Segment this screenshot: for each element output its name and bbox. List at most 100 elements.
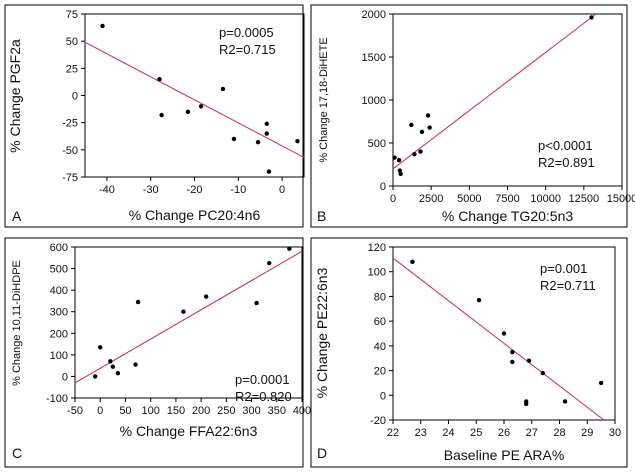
y-tick-label: 0 bbox=[380, 181, 386, 193]
x-axis-label: % Change PC20:4n6 bbox=[129, 207, 261, 223]
y-tick-label: 80 bbox=[374, 291, 386, 303]
y-axis-label: % Change PE22:6n3 bbox=[314, 267, 330, 398]
data-point bbox=[159, 112, 164, 118]
data-point bbox=[589, 15, 594, 20]
y-axis-label: % Change 10,11-DiHDPE bbox=[11, 260, 23, 386]
y-tick-label: 20 bbox=[374, 366, 386, 378]
x-tick-label: 24 bbox=[442, 427, 454, 439]
y-axis-label: % Change 17,18-DiHETE bbox=[318, 37, 330, 162]
x-tick-label: 29 bbox=[581, 427, 593, 439]
data-point bbox=[108, 359, 113, 364]
x-tick-label: 25 bbox=[470, 427, 482, 439]
panel-frame bbox=[4, 237, 304, 468]
x-tick-label: 0 bbox=[279, 184, 285, 196]
data-point bbox=[425, 113, 431, 118]
x-axis-label: % Change TG20:5n3 bbox=[442, 208, 573, 224]
x-tick-label: -30 bbox=[143, 184, 159, 196]
data-point bbox=[100, 23, 105, 29]
data-point bbox=[427, 125, 432, 130]
data-point bbox=[185, 109, 191, 115]
regression-line bbox=[74, 250, 303, 384]
y-tick-label: 0 bbox=[380, 390, 386, 402]
data-point bbox=[524, 401, 529, 407]
y-tick-label: 500 bbox=[368, 138, 386, 150]
data-point bbox=[510, 359, 515, 365]
data-point bbox=[133, 362, 138, 367]
x-axis-label: % Change FFA22:6n3 bbox=[120, 423, 258, 439]
y-tick-label: 1500 bbox=[362, 52, 386, 64]
x-axis-label: Baseline PE ARA% bbox=[444, 447, 565, 463]
data-point bbox=[598, 380, 604, 386]
x-tick-label: 27 bbox=[526, 427, 538, 439]
data-point bbox=[412, 151, 417, 157]
y-tick-label: -50 bbox=[62, 145, 78, 157]
y-tick-label: 0 bbox=[62, 371, 68, 383]
x-tick-label: 30 bbox=[609, 427, 621, 439]
data-point bbox=[264, 121, 269, 126]
x-tick-label: 12500 bbox=[569, 193, 600, 205]
x-tick-label: 0 bbox=[97, 405, 103, 417]
data-point bbox=[419, 129, 425, 135]
y-tick-label: -75 bbox=[62, 172, 78, 184]
stat-annotation: p=0.0001 bbox=[235, 372, 290, 387]
data-point bbox=[418, 149, 423, 154]
panel-frame bbox=[310, 4, 628, 228]
x-tick-label: 400 bbox=[293, 405, 311, 417]
data-point bbox=[287, 246, 292, 251]
x-tick-label: 15000 bbox=[607, 193, 635, 205]
y-tick-label: 100 bbox=[50, 350, 68, 362]
x-tick-label: 0 bbox=[390, 193, 396, 205]
data-point bbox=[540, 370, 546, 376]
data-point bbox=[295, 138, 300, 144]
data-point bbox=[398, 171, 403, 177]
x-tick-label: 26 bbox=[498, 427, 510, 439]
data-point bbox=[115, 370, 121, 376]
panel-a: -75 -50 -25 0 25 50 75 -40 -30 -20 -10 0 % Change PC… bbox=[4, 4, 305, 228]
y-tick-label: 120 bbox=[368, 242, 386, 254]
x-tick-label: 250 bbox=[217, 405, 235, 417]
panel-c: -100 0 100 200 300 400 500 600 -50 0 50 100 150 200 25… bbox=[4, 237, 311, 468]
x-tick-label: 7500 bbox=[495, 193, 519, 205]
data-point bbox=[98, 345, 103, 350]
data-point bbox=[526, 358, 532, 363]
x-tick-label: 200 bbox=[192, 405, 210, 417]
x-tick-label: 28 bbox=[553, 427, 565, 439]
data-point bbox=[198, 104, 204, 109]
y-tick-label: 25 bbox=[66, 63, 78, 75]
x-tick-label: -10 bbox=[230, 184, 246, 196]
x-tick-label: 100 bbox=[141, 405, 159, 417]
y-tick-label: 600 bbox=[50, 242, 68, 254]
x-tick-label: 300 bbox=[242, 405, 260, 417]
panel-letter: C bbox=[12, 445, 22, 461]
panel-letter: D bbox=[317, 445, 327, 461]
data-point bbox=[92, 374, 98, 379]
stat-annotation: R2=0.711 bbox=[540, 278, 596, 293]
x-tick-label: 23 bbox=[415, 427, 427, 439]
data-point bbox=[409, 122, 414, 128]
x-tick-label: -20 bbox=[187, 184, 203, 196]
data-point bbox=[254, 300, 259, 306]
data-point bbox=[135, 299, 141, 305]
data-point bbox=[501, 331, 507, 336]
x-tick-label: 22 bbox=[387, 427, 399, 439]
data-point bbox=[203, 294, 209, 299]
y-tick-label: 60 bbox=[374, 316, 386, 328]
y-tick-label: -20 bbox=[370, 415, 386, 427]
x-tick-label: 50 bbox=[119, 405, 131, 417]
stat-annotation: p=0.0005 bbox=[219, 25, 274, 40]
panel-letter: A bbox=[12, 208, 22, 224]
data-point bbox=[231, 136, 237, 142]
x-tick-label: 5000 bbox=[457, 193, 481, 205]
x-tick-label: -40 bbox=[99, 184, 115, 196]
stat-annotation: R2=0.715 bbox=[219, 42, 276, 57]
data-point bbox=[562, 399, 568, 404]
y-tick-label: 300 bbox=[50, 307, 68, 319]
y-tick-label: -100 bbox=[46, 393, 68, 405]
y-tick-label: 50 bbox=[66, 36, 78, 48]
y-tick-label: 500 bbox=[50, 264, 68, 276]
panel-d: -20 0 20 40 60 80 100 120 22 23 24 25 26 27 28 29 30 Base… bbox=[310, 237, 628, 468]
y-tick-label: 75 bbox=[66, 9, 78, 21]
data-point bbox=[476, 297, 482, 303]
stat-annotation: R2=0.820 bbox=[235, 389, 292, 404]
y-tick-label: 200 bbox=[50, 328, 68, 340]
